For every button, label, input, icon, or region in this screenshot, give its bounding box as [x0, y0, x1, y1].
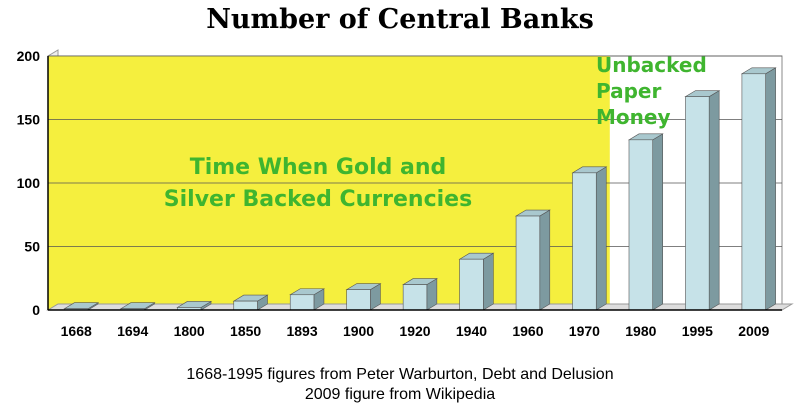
bar: [685, 96, 710, 311]
bar: [628, 139, 654, 311]
bar: [402, 284, 428, 311]
y-tick-label: 200: [17, 48, 41, 64]
x-tick-label: 1940: [456, 323, 487, 339]
x-tick-label: 1893: [286, 323, 317, 339]
bar: [233, 300, 258, 311]
bar: [572, 172, 597, 311]
bar-side: [652, 133, 664, 311]
source-caption-2: 2009 figure from Wikipedia: [304, 386, 496, 403]
annotation-gold-era: Time When Gold and: [190, 155, 447, 180]
bar-chart: 0 50 100 150 200 1668 1694 1800 1850 1893 1900 1920…: [17, 48, 794, 339]
x-tick-label: 2009: [738, 323, 769, 339]
annotation-unbacked: Unbacked: [596, 53, 707, 77]
x-tick-label: 1694: [117, 323, 148, 339]
bar-side: [595, 166, 607, 311]
y-tick-label: 50: [24, 239, 40, 255]
x-tick-label: 1960: [512, 323, 543, 339]
annotation-gold-era: Silver Backed Currencies: [164, 187, 472, 212]
x-tick-label: 1995: [682, 323, 713, 339]
bar-side: [708, 90, 720, 311]
bar: [289, 294, 315, 311]
bar: [741, 73, 766, 311]
x-tick-label: 1980: [625, 323, 656, 339]
x-tick-label: 1800: [174, 323, 205, 339]
x-tick-label: 1668: [61, 323, 92, 339]
chart-title: Number of Central Banks: [206, 4, 594, 35]
y-tick-label: 150: [17, 112, 41, 128]
annotation-unbacked: Paper: [596, 79, 661, 103]
x-tick-label: 1920: [399, 323, 430, 339]
bar: [515, 215, 541, 311]
bar: [459, 258, 484, 311]
x-tick-label: 1900: [343, 323, 374, 339]
bar: [346, 289, 371, 311]
bar-side: [483, 252, 494, 311]
bar-side: [765, 67, 776, 311]
y-tick-label: 0: [32, 302, 40, 318]
bar-side: [539, 209, 551, 311]
source-caption-1: 1668-1995 figures from Peter Warburton, …: [186, 366, 614, 383]
y-tick-label: 100: [17, 175, 41, 191]
annotation-unbacked: Money: [596, 105, 670, 129]
x-tick-label: 1970: [569, 323, 600, 339]
x-tick-label: 1850: [230, 323, 261, 339]
